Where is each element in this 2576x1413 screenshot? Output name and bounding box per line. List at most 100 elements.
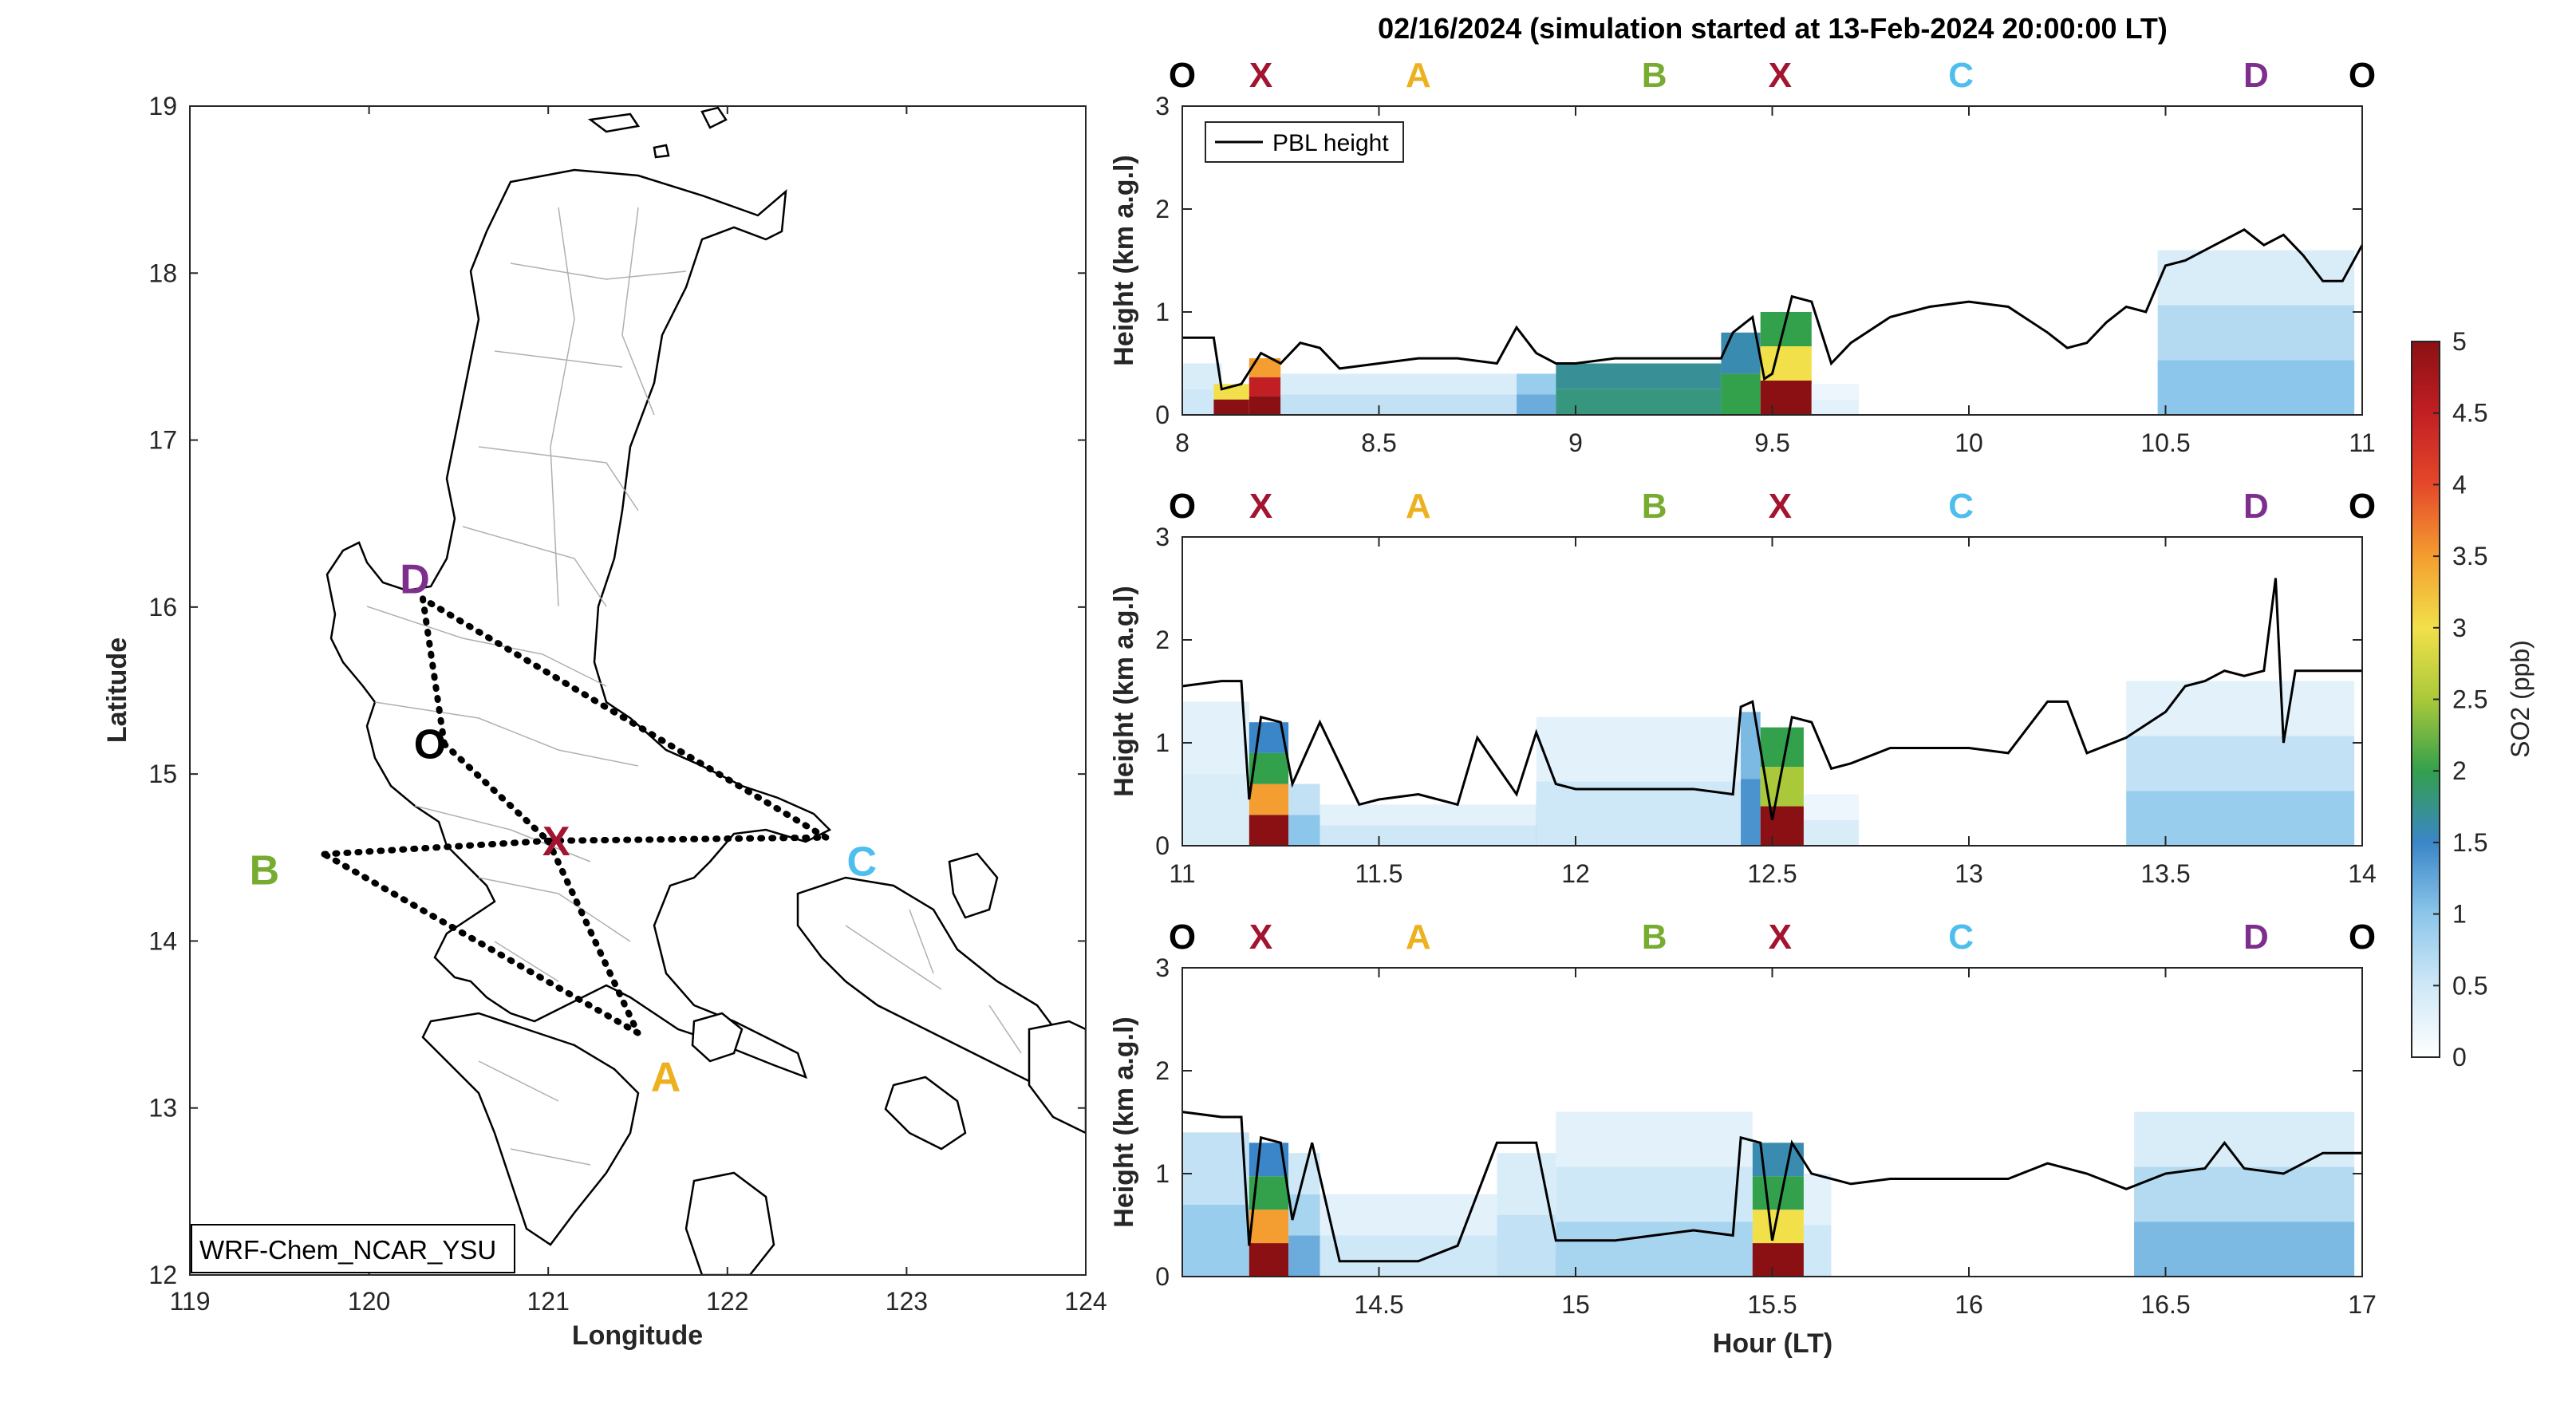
so2-cell xyxy=(2134,1222,2355,1277)
so2-cell xyxy=(1721,332,1761,374)
colorbar-ticks: 0 0.5 1 1.5 2 2.5 3 3.5 4 4.5 5 xyxy=(2433,327,2487,1072)
so2-cell xyxy=(1556,1222,1753,1277)
x-tick-label: 11 xyxy=(2349,428,2375,457)
model-label: WRF-Chem_NCAR_YSU xyxy=(199,1235,496,1265)
map-y-tick-label: 19 xyxy=(148,92,177,120)
so2-cell xyxy=(2134,1166,2355,1222)
so2-cell xyxy=(1803,1225,1832,1277)
map-x-tick-label: 121 xyxy=(527,1287,570,1316)
map-x-ticks: 119 120 121 122 123 124 xyxy=(169,106,1107,1316)
map-y-axis-label: Latitude xyxy=(102,637,132,743)
so2-cell xyxy=(1320,1194,1497,1236)
coastline-layer xyxy=(325,106,1086,1275)
map-x-tick-label: 123 xyxy=(886,1287,928,1316)
route-label-o: O xyxy=(1169,918,1196,957)
samar-island xyxy=(1028,1020,1086,1135)
flight-route xyxy=(321,595,830,1036)
so2-cell xyxy=(1497,1153,1556,1215)
map-x-tick-label: 124 xyxy=(1064,1287,1107,1316)
colorbar-tick-label: 3 xyxy=(2452,614,2467,642)
route-label-o: O xyxy=(2349,56,2376,95)
so2-cell xyxy=(2157,305,2355,361)
colorbar: 0 0.5 1 1.5 2 2.5 3 3.5 4 4.5 5 SO2 (ppb) xyxy=(2411,327,2535,1072)
so2-cell xyxy=(2126,681,2355,736)
so2-cell xyxy=(2126,791,2355,846)
so2-cell xyxy=(1760,381,1812,415)
y-tick-label: 2 xyxy=(1155,1056,1170,1085)
babuyan-islands xyxy=(587,106,728,159)
so2-cell xyxy=(1249,783,1289,815)
x-tick-label: 9.5 xyxy=(1754,428,1789,457)
so2-cell xyxy=(1556,1166,1753,1222)
route-label-x: X xyxy=(1769,918,1792,957)
x-tick-label: 10 xyxy=(1955,428,1983,457)
route-label-x: X xyxy=(1249,918,1272,957)
so2-cell xyxy=(1249,396,1281,415)
y-tick-label: 2 xyxy=(1155,626,1170,654)
colorbar-tick-label: 1 xyxy=(2452,900,2467,929)
so2-cell xyxy=(1752,1176,1804,1210)
so2-cell xyxy=(1760,806,1804,846)
map-point-label-a: A xyxy=(651,1055,681,1101)
map-point-label-b: B xyxy=(250,848,280,894)
map-y-tick-label: 13 xyxy=(148,1094,177,1123)
y-tick-label: 0 xyxy=(1155,401,1170,429)
map-x-tick-label: 119 xyxy=(169,1287,210,1316)
so2-cell xyxy=(1280,394,1517,415)
x-tick-label: 16.5 xyxy=(2140,1290,2190,1319)
so2-cell xyxy=(1182,1132,1249,1205)
y-tick-label: 3 xyxy=(1155,953,1170,982)
colorbar-label: SO2 (ppb) xyxy=(2506,640,2535,758)
province-boundaries xyxy=(366,207,1022,1166)
route-segment xyxy=(419,595,830,841)
so2-cell xyxy=(1760,727,1804,768)
map-point-label-d: D xyxy=(400,556,430,602)
route-label-o: O xyxy=(2349,918,2376,957)
panay-island xyxy=(684,1171,775,1275)
x-tick-label: 13.5 xyxy=(2140,859,2190,888)
route-label-a: A xyxy=(1406,487,1431,526)
y-tick-label: 0 xyxy=(1155,831,1170,860)
so2-cell xyxy=(1288,783,1320,815)
colorbar-tick-label: 0 xyxy=(2452,1043,2467,1072)
colorbar-tick-label: 4 xyxy=(2452,470,2467,499)
map-y-tick-label: 12 xyxy=(148,1261,177,1289)
so2-cell xyxy=(1182,773,1249,846)
so2-cell xyxy=(1536,716,1742,782)
so2-cell xyxy=(1249,1243,1289,1277)
y-axis-label: Height (km a.g.l) xyxy=(1109,586,1139,796)
route-label-c: C xyxy=(1948,56,1974,95)
colorbar-tick-label: 0.5 xyxy=(2452,971,2487,1000)
colorbar-tick-label: 5 xyxy=(2452,327,2467,356)
so2-cell xyxy=(2134,1111,2355,1167)
pbl-height-line xyxy=(1181,578,2362,821)
route-label-x: X xyxy=(1769,487,1792,526)
model-label-box xyxy=(191,1224,515,1273)
map-x-axis-label: Longitude xyxy=(572,1320,703,1351)
route-label-d: D xyxy=(2243,487,2269,526)
route-label-b: B xyxy=(1642,56,1667,95)
so2-cell xyxy=(1721,373,1761,415)
y-axis-label: Height (km a.g.l) xyxy=(1109,1016,1139,1227)
y-tick-label: 3 xyxy=(1155,92,1170,120)
route-segment xyxy=(419,595,448,748)
figure-title: 02/16/2024 (simulation started at 13-Feb… xyxy=(1378,12,2168,45)
so2-cell xyxy=(1752,1243,1804,1277)
masbate-island xyxy=(884,1076,967,1151)
so2-cell xyxy=(1556,1111,1753,1167)
pbl-legend: PBL height xyxy=(1205,121,1404,163)
x-tick-label: 10.5 xyxy=(2140,428,2190,457)
so2-cell xyxy=(1182,701,1249,774)
so2-cell xyxy=(1811,384,1859,400)
route-segment xyxy=(545,837,641,1036)
route-segment xyxy=(440,740,552,844)
map-y-ticks: 12 13 14 15 16 17 18 19 xyxy=(148,92,1086,1289)
time-height-panel-1: 8 8.5 9 9.5 10 10.5 11 0 1 2 3 Height (km a.g.l) O X A… xyxy=(1109,56,2376,457)
y-tick-label: 1 xyxy=(1155,298,1170,326)
so2-cell xyxy=(1288,1235,1320,1277)
so2-cell xyxy=(1182,1204,1249,1277)
route-segment xyxy=(321,837,552,858)
so2-cell xyxy=(1249,815,1289,846)
so2-cell xyxy=(1249,358,1281,377)
x-tick-label: 8 xyxy=(1175,428,1189,457)
